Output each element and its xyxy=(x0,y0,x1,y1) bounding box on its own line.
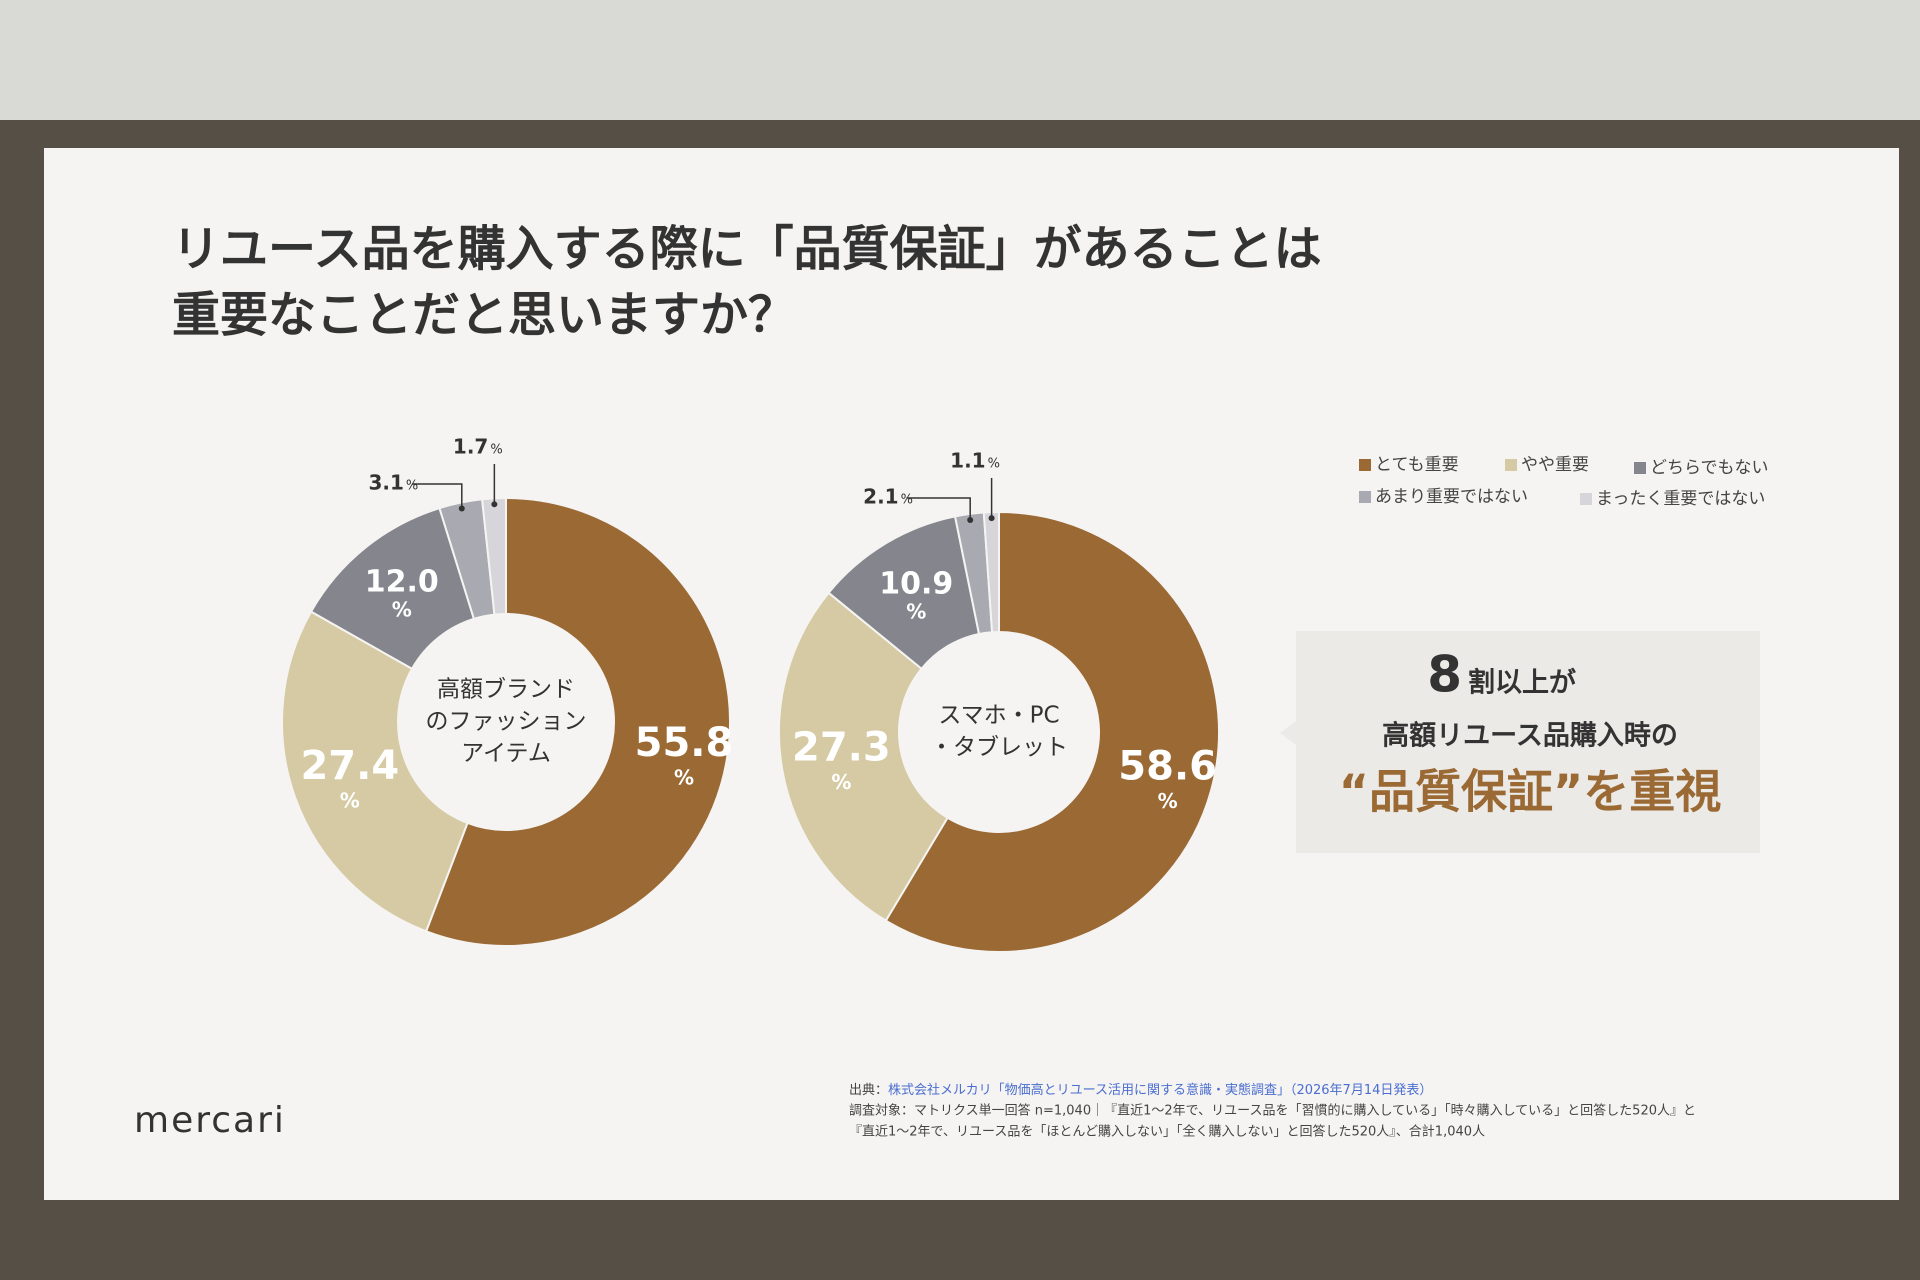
center-label: アイテム xyxy=(461,741,551,767)
legend-label: どちらでもない xyxy=(1650,458,1769,478)
donut-segment xyxy=(424,496,731,947)
callout-text: 高額リユース品購入時の xyxy=(1382,720,1678,752)
title: リユース品を購入する際に「品質保証」があることは xyxy=(172,221,1322,277)
source: 調査対象：マトリクス単一回答 n=1,040｜『直近1〜2年で、リユース品を「習… xyxy=(849,1103,1696,1119)
value-unit: % xyxy=(1158,789,1178,813)
value-label: 3.1 xyxy=(368,471,403,495)
legend-swatch xyxy=(1580,493,1592,505)
title: 重要なことだと思いますか？ xyxy=(172,287,796,343)
center-label: 高額ブランド xyxy=(437,677,575,703)
value-unit: % xyxy=(901,493,913,508)
legend-swatch xyxy=(1359,459,1371,471)
callout-number: 8 xyxy=(1427,646,1462,704)
donut-segment xyxy=(884,510,1220,953)
donut-segment xyxy=(281,610,469,933)
source-link[interactable]: 株式会社メルカリ「物価高とリユース活用に関する意識・実態調査」（2026年7月1… xyxy=(888,1082,1432,1098)
legend-swatch xyxy=(1505,459,1517,471)
value-label: 1.1 xyxy=(950,449,985,473)
value-label: 55.8 xyxy=(635,720,734,766)
donut-segment xyxy=(778,591,949,923)
legend-label: あまり重要ではない xyxy=(1375,487,1528,507)
value-label: 10.9 xyxy=(879,567,953,602)
legend-swatch xyxy=(1634,462,1646,474)
value-unit: % xyxy=(831,770,851,794)
ceiling xyxy=(0,0,1920,120)
value-unit: % xyxy=(906,600,926,624)
center-label: のファッション xyxy=(426,709,587,735)
value-label: 12.0 xyxy=(365,564,439,599)
source-label: 出典： xyxy=(849,1083,888,1098)
value-unit: % xyxy=(674,765,694,789)
callout-box xyxy=(1280,631,1760,853)
center-label: ・タブレット xyxy=(930,735,1068,761)
value-label: 1.7 xyxy=(453,435,488,459)
callout-text: 割以上が xyxy=(1468,667,1576,699)
value-label: 58.6 xyxy=(1118,744,1217,790)
center-label: スマホ・PC xyxy=(938,703,1059,729)
value-unit: % xyxy=(988,457,1000,472)
donut-segment xyxy=(481,496,507,616)
value-label: 27.4 xyxy=(300,743,399,789)
value-unit: % xyxy=(490,443,502,458)
value-label: 27.3 xyxy=(792,725,891,771)
legend-label: まったく重要ではない xyxy=(1596,489,1765,509)
source: 出典：株式会社メルカリ「物価高とリユース活用に関する意識・実態調査」（2026年… xyxy=(849,1082,1432,1098)
value-unit: % xyxy=(406,479,418,494)
source: 『直近1〜2年で、リユース品を「ほとんど購入しない」「全く購入しない」と回答した… xyxy=(849,1124,1485,1140)
leader-line xyxy=(906,497,971,520)
value-unit: % xyxy=(340,789,360,813)
logo: mercari xyxy=(134,1100,286,1141)
callout-highlight: “品質保証”を重視 xyxy=(1339,765,1721,819)
leader-line xyxy=(411,483,463,509)
value-label: 2.1 xyxy=(863,485,898,509)
legend-label: やや重要 xyxy=(1521,455,1589,475)
legend-swatch xyxy=(1359,491,1371,503)
donut-segment xyxy=(982,510,1000,634)
value-unit: % xyxy=(392,597,412,621)
legend-label: とても重要 xyxy=(1375,455,1459,475)
